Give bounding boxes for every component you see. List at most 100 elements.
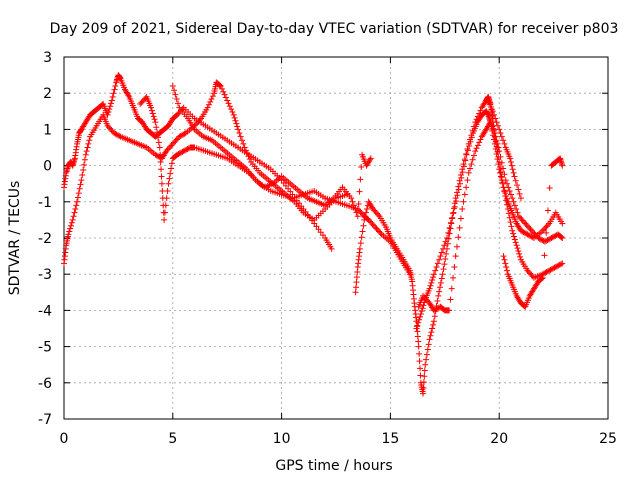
data-point: [415, 343, 422, 350]
data-point: [489, 108, 496, 115]
data-point: [493, 137, 500, 144]
data-point: [497, 169, 504, 176]
data-point: [497, 173, 504, 180]
data-point: [526, 224, 533, 231]
x-tick-label: 15: [381, 431, 399, 447]
data-point: [446, 224, 453, 231]
data-point: [357, 240, 364, 247]
series-track-f: [413, 108, 566, 332]
data-point: [460, 198, 467, 205]
data-point: [527, 226, 534, 233]
data-point: [414, 322, 421, 329]
data-point: [514, 182, 521, 189]
data-point: [449, 214, 456, 221]
data-point: [524, 223, 531, 230]
data-point: [353, 209, 360, 216]
x-tick-label: 10: [273, 431, 291, 447]
data-point: [74, 194, 81, 201]
data-point: [539, 237, 546, 244]
data-point: [426, 336, 433, 343]
data-point: [81, 156, 88, 163]
data-point: [502, 190, 509, 197]
data-point: [415, 319, 422, 326]
grid-lines: [64, 57, 608, 419]
data-point: [446, 230, 453, 237]
data-point: [546, 267, 553, 274]
data-point: [139, 98, 146, 105]
data-point: [83, 148, 90, 155]
data-point: [108, 127, 115, 134]
data-point: [508, 162, 515, 169]
data-point: [150, 113, 157, 120]
data-point: [442, 255, 449, 262]
data-point: [457, 180, 464, 187]
data-point: [155, 139, 162, 146]
data-point: [236, 130, 243, 137]
data-point: [221, 91, 228, 98]
data-point: [436, 256, 443, 263]
data-point: [348, 195, 355, 202]
data-point: [433, 305, 440, 312]
data-point: [505, 210, 512, 217]
data-point: [176, 133, 183, 140]
data-point: [414, 333, 421, 340]
data-point: [501, 256, 508, 263]
data-point: [369, 221, 376, 228]
data-point: [105, 124, 112, 131]
data-point: [450, 209, 457, 216]
data-point: [459, 169, 466, 176]
data-point: [112, 130, 119, 137]
data-point: [356, 188, 363, 195]
data-point: [501, 187, 508, 194]
data-point: [241, 144, 248, 151]
data-point: [163, 148, 170, 155]
data-point: [450, 274, 457, 281]
data-point: [69, 216, 76, 223]
data-point: [517, 214, 524, 221]
data-point: [427, 282, 434, 289]
data-point: [149, 110, 156, 117]
data-point: [208, 95, 215, 102]
data-point: [467, 165, 474, 172]
data-point: [426, 285, 433, 292]
data-point: [447, 219, 454, 226]
data-point: [148, 104, 155, 111]
x-tick-label: 25: [599, 431, 617, 447]
data-point: [515, 248, 522, 255]
data-point: [104, 122, 111, 129]
data-point: [477, 107, 484, 114]
data-point: [509, 227, 516, 234]
data-point: [158, 173, 165, 180]
data-point: [183, 146, 190, 153]
data-point: [435, 292, 442, 299]
data-point: [494, 156, 501, 163]
data-point: [66, 228, 73, 235]
data-point: [457, 215, 464, 222]
data-point: [430, 274, 437, 281]
y-tick-label: -5: [38, 340, 52, 356]
chart-title: Day 209 of 2021, Sidereal Day-to-day VTE…: [50, 21, 619, 37]
data-point: [494, 140, 501, 147]
data-point: [496, 148, 503, 155]
data-point: [178, 149, 185, 156]
data-point: [172, 91, 179, 98]
data-point: [423, 356, 430, 363]
data-point: [357, 176, 364, 183]
data-point: [229, 109, 236, 116]
data-point: [353, 279, 360, 286]
data-point: [464, 147, 471, 154]
data-point: [171, 87, 178, 94]
data-point: [172, 137, 179, 144]
data-point: [428, 279, 435, 286]
data-point: [353, 274, 360, 281]
data-points: [61, 72, 566, 397]
data-point: [72, 206, 79, 213]
data-point: [498, 159, 505, 166]
data-point: [81, 161, 88, 168]
data-point: [184, 145, 191, 152]
data-point: [424, 346, 431, 353]
data-point: [468, 161, 475, 168]
data-point: [510, 230, 517, 237]
series-track-h: [485, 97, 524, 202]
data-point: [174, 151, 181, 158]
